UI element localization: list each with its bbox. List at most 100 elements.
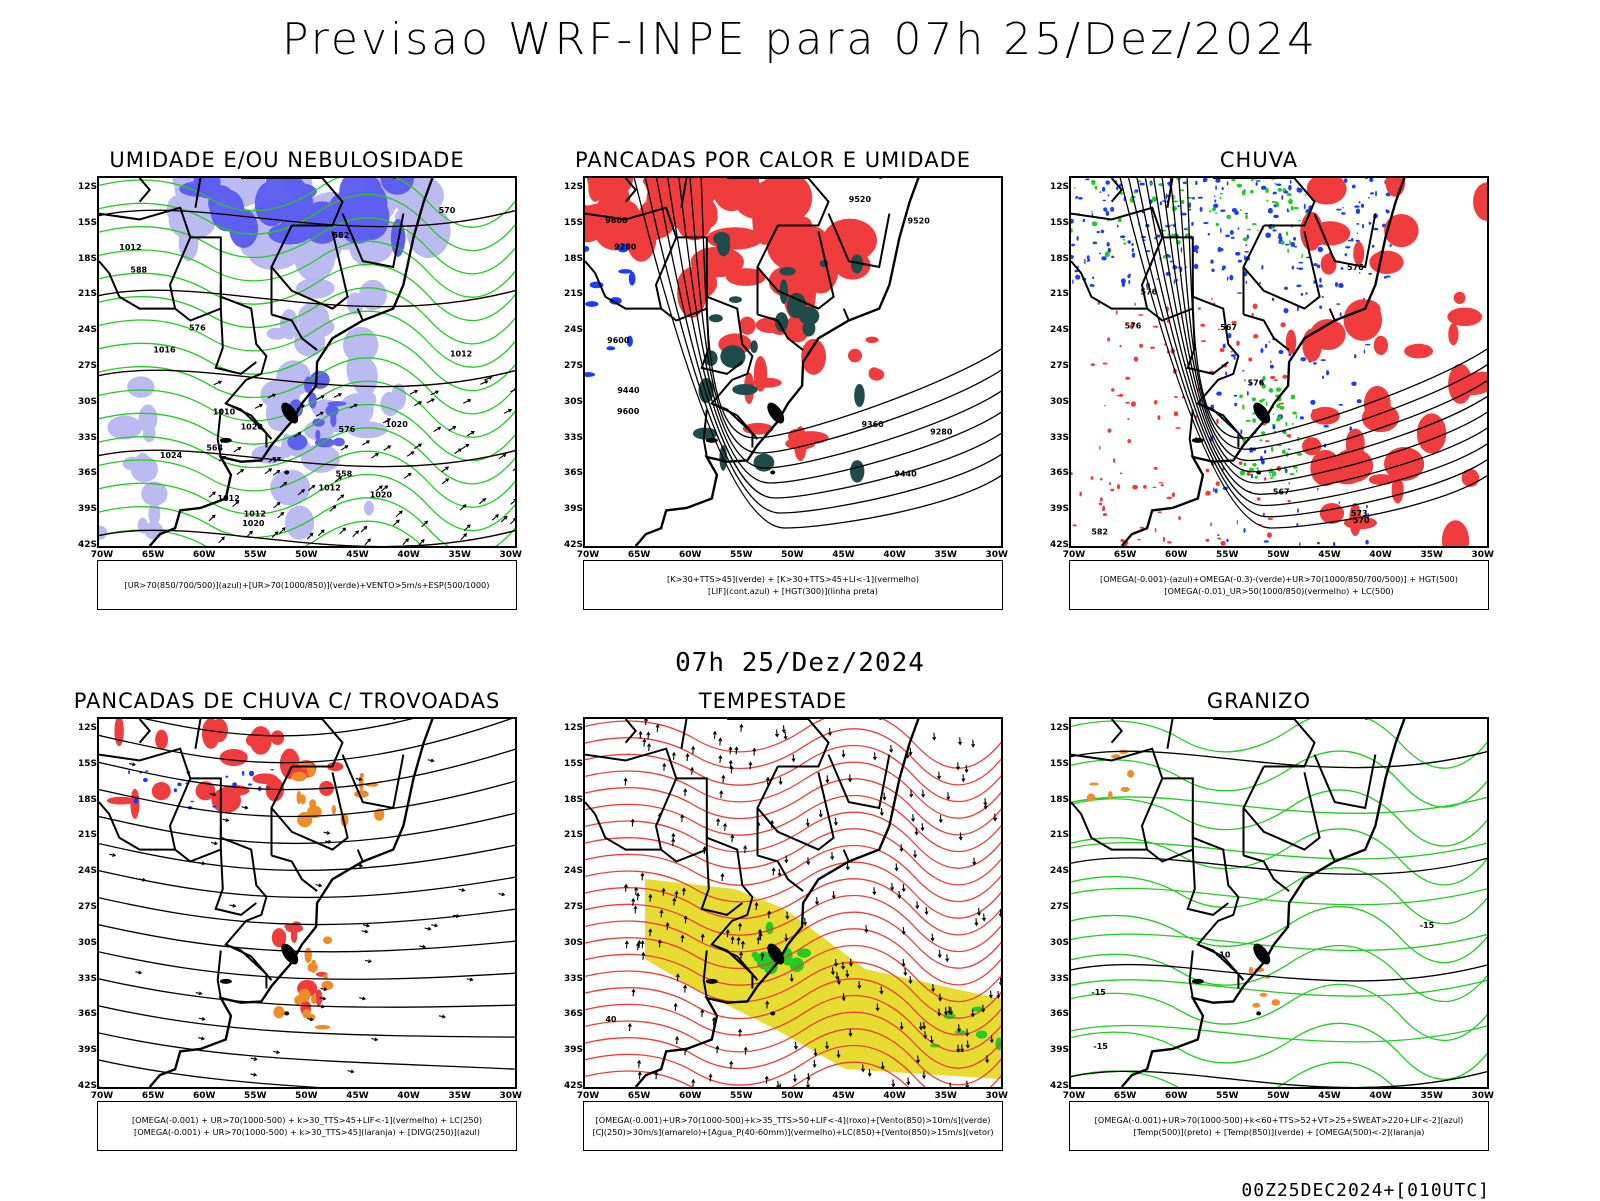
longitude-tick-label: 70W (87, 550, 117, 560)
longitude-tick-label: 50W (1263, 550, 1293, 560)
longitude-tick-label: 30W (496, 550, 526, 560)
latitude-tick-label: 30S (563, 938, 583, 948)
latitude-tick-label: 12S (563, 182, 583, 192)
latitude-tick-label: 27S (563, 361, 583, 371)
longitude-tick-label: 55W (1212, 1091, 1242, 1101)
contour-label: 576 (1248, 379, 1265, 388)
latitude-tick-label: 18S (77, 254, 97, 264)
run-time-footer: 00Z25DEC2024+[010UTC] (1241, 1180, 1490, 1201)
latitude-tick-label: 39S (563, 1045, 583, 1055)
contour-label: 567 (1220, 323, 1237, 332)
longitude-tick-label: 35W (931, 550, 961, 560)
latitude-tick-label: 21S (563, 830, 583, 840)
longitude-tick-label: 45W (828, 550, 858, 560)
longitude-tick-label: 40W (1366, 550, 1396, 560)
longitude-tick-label: 65W (624, 1091, 654, 1101)
latitude-tick-label: 15S (1049, 759, 1069, 769)
latitude-tick-label: 42S (77, 540, 97, 550)
map-canvas: -15-15-15-10 (1071, 719, 1487, 1087)
panel-legend: [OMEGA(-0.001)-(azul)+OMEGA(-0.3)-(verde… (1069, 560, 1489, 610)
contour-label: 576 (1140, 288, 1157, 297)
contour-label: -15 (1420, 921, 1435, 930)
panel-legend: [OMEGA(-0.001)+UR>70(1000-500)+k>35_TTS>… (583, 1101, 1003, 1151)
latitude-tick-label: 12S (1049, 723, 1069, 733)
legend-line: [OMEGA(-0.001)-(azul)+OMEGA(-0.3)-(verde… (1070, 573, 1488, 585)
longitude-tick-label: 40W (394, 1091, 424, 1101)
legend-line: [CJ(250)>30m/s](amarelo)+[Agua_P(40-60mm… (584, 1126, 1002, 1138)
contour-label: 9600 (617, 407, 640, 416)
latitude-tick-label: 27S (77, 361, 97, 371)
panel-title: PANCADAS DE CHUVA C/ TROVOADAS (47, 689, 527, 713)
contour-label: 9600 (607, 336, 630, 345)
latitude-tick-label: 12S (1049, 182, 1069, 192)
contour-label: -15 (1093, 1042, 1108, 1051)
forecast-time-subtitle: 07h 25/Dez/2024 (0, 648, 1600, 678)
longitude-tick-label: 55W (1212, 550, 1242, 560)
longitude-tick-label: 50W (291, 550, 321, 560)
contour-label: 1020 (370, 491, 393, 500)
contour-label: 9440 (894, 469, 917, 478)
longitude-tick-label: 40W (880, 550, 910, 560)
longitude-tick-label: 70W (1059, 550, 1089, 560)
panel-title: CHUVA (1019, 148, 1499, 172)
longitude-tick-label: 30W (1468, 550, 1498, 560)
longitude-tick-label: 70W (573, 550, 603, 560)
latitude-tick-label: 42S (1049, 1081, 1069, 1091)
contour-label: 558 (336, 469, 353, 478)
longitude-tick-label: 70W (87, 1091, 117, 1101)
longitude-tick-label: 55W (240, 1091, 270, 1101)
legend-line: [OMEGA(-0.001)+UR>70(1000-500)+k<60+TTS>… (1070, 1114, 1488, 1126)
contour-label: 1010 (213, 408, 236, 417)
longitude-tick-label: 30W (1468, 1091, 1498, 1101)
contour-label: 9600 (605, 216, 628, 225)
contour-label: 40 (605, 1015, 617, 1024)
latitude-tick-label: 33S (563, 433, 583, 443)
latitude-tick-label: 42S (563, 1081, 583, 1091)
longitude-tick-label: 35W (445, 1091, 475, 1101)
longitude-tick-label: 35W (1417, 1091, 1447, 1101)
latitude-tick-label: 36S (77, 1009, 97, 1019)
contour-label: 570 (439, 206, 456, 215)
latitude-tick-label: 27S (563, 902, 583, 912)
panel-title: GRANIZO (1019, 689, 1499, 713)
longitude-tick-label: 55W (726, 550, 756, 560)
latitude-tick-label: 33S (77, 433, 97, 443)
latitude-tick-label: 24S (77, 325, 97, 335)
latitude-tick-label: 24S (77, 866, 97, 876)
latitude-tick-label: 36S (1049, 1009, 1069, 1019)
latitude-tick-label: 30S (77, 397, 97, 407)
longitude-tick-label: 50W (1263, 1091, 1293, 1101)
latitude-tick-label: 30S (563, 397, 583, 407)
latitude-tick-label: 21S (77, 289, 97, 299)
longitude-tick-label: 60W (189, 550, 219, 560)
contour-label: 573 (1351, 509, 1368, 518)
latitude-tick-label: 24S (1049, 325, 1069, 335)
legend-line: [OMEGA(-0.01)_UR>50(1000/850)(vermelho) … (1070, 585, 1488, 597)
latitude-tick-label: 15S (563, 759, 583, 769)
contour-label: 576 (339, 425, 356, 434)
longitude-tick-label: 35W (445, 550, 475, 560)
longitude-tick-label: 30W (982, 550, 1012, 560)
longitude-tick-label: 50W (291, 1091, 321, 1101)
latitude-tick-label: 39S (1049, 1045, 1069, 1055)
latitude-tick-label: 36S (77, 468, 97, 478)
longitude-tick-label: 60W (1161, 550, 1191, 560)
contour-label: 9520 (849, 195, 872, 204)
contour-label: 1024 (160, 451, 183, 460)
latitude-tick-label: 12S (77, 182, 97, 192)
latitude-tick-label: 15S (563, 218, 583, 228)
longitude-tick-label: 65W (138, 1091, 168, 1101)
longitude-tick-label: 65W (624, 550, 654, 560)
latitude-tick-label: 36S (563, 468, 583, 478)
latitude-tick-label: 18S (563, 254, 583, 264)
map-canvas: 40 (585, 719, 1001, 1087)
latitude-tick-label: 39S (77, 1045, 97, 1055)
contour-label: 9440 (617, 386, 640, 395)
latitude-tick-label: 12S (77, 723, 97, 733)
contour-label: 588 (130, 265, 147, 274)
latitude-tick-label: 18S (77, 795, 97, 805)
contour-label: -15 (1091, 988, 1106, 997)
latitude-tick-label: 27S (1049, 361, 1069, 371)
